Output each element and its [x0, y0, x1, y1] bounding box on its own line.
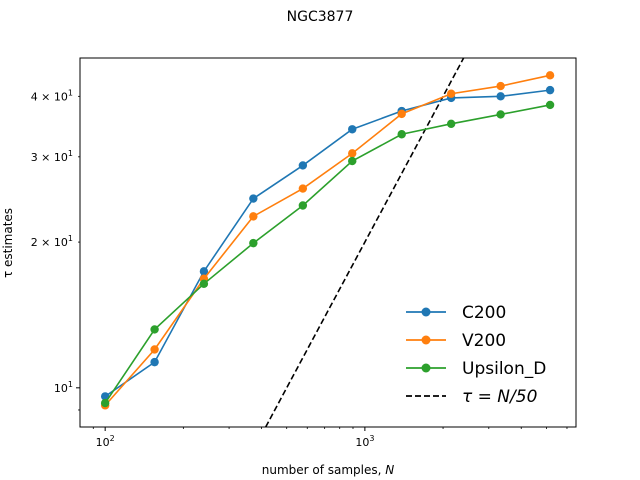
- data-point: [348, 156, 357, 166]
- y-tick-label: 3 × 101: [31, 149, 73, 164]
- legend-label: τ = N/50: [462, 387, 537, 407]
- data-point: [100, 398, 110, 408]
- data-point: [348, 149, 357, 158]
- chart-title: NGC3877: [287, 9, 354, 25]
- series-line: [104, 74, 551, 406]
- x-tick-label: 102: [96, 434, 115, 449]
- x-tick-label: 103: [355, 434, 374, 449]
- legend-label: C200: [462, 303, 506, 323]
- y-tick-label: 101: [54, 380, 73, 395]
- data-point: [446, 119, 456, 129]
- data-point: [298, 184, 308, 193]
- legend-entry: C200: [406, 303, 506, 323]
- data-point: [496, 110, 505, 119]
- data-point: [298, 161, 308, 170]
- y-axis-label: τ estimates: [1, 208, 15, 278]
- data-point: [249, 238, 258, 248]
- data-point: [298, 201, 308, 210]
- data-point: [199, 279, 209, 289]
- legend-entry: τ = N/50: [406, 387, 537, 407]
- plot-area: [100, 58, 555, 427]
- legend-marker: [421, 335, 431, 345]
- data-point: [100, 392, 110, 401]
- series-upsilon-d: [100, 100, 555, 408]
- axes: 102 103 101 2 × 101 3 × 101 4 × 101: [31, 88, 568, 449]
- reference-line: [264, 58, 465, 427]
- data-point: [199, 267, 209, 276]
- legend-marker: [421, 363, 431, 373]
- y-tick-label: 2 × 101: [31, 234, 73, 249]
- data-point: [249, 212, 258, 221]
- series-line: [104, 104, 551, 404]
- legend-entry: V200: [406, 331, 506, 351]
- data-point: [397, 109, 406, 119]
- data-point: [496, 92, 505, 101]
- legend-marker: [421, 307, 431, 317]
- legend-label: Upsilon_D: [462, 359, 546, 379]
- series-line: [104, 89, 551, 398]
- data-point: [397, 130, 406, 139]
- data-point: [545, 71, 555, 80]
- y-tick-label: 4 × 101: [31, 88, 73, 103]
- axes-frame: [79, 57, 577, 428]
- data-point: [496, 81, 505, 91]
- data-point: [545, 85, 555, 95]
- legend: C200 V200 Upsilon_D τ = N/50: [406, 303, 546, 407]
- data-point: [446, 89, 456, 98]
- data-point: [150, 325, 159, 334]
- data-point: [348, 125, 357, 134]
- legend-label: V200: [462, 331, 506, 351]
- data-point: [545, 100, 555, 110]
- data-point: [150, 357, 159, 367]
- legend-entry: Upsilon_D: [406, 359, 546, 379]
- data-point: [249, 194, 258, 203]
- x-axis-label: number of samples, N: [262, 463, 395, 477]
- series-v200: [100, 71, 555, 410]
- data-point: [150, 345, 159, 354]
